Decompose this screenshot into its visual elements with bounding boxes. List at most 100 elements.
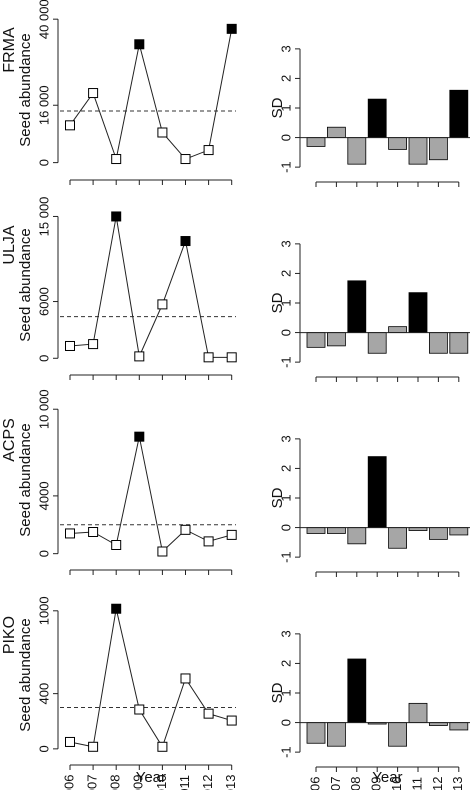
y-axis-label: SD xyxy=(269,682,286,703)
point xyxy=(111,603,122,614)
y-tick-label: 1 xyxy=(278,299,293,306)
y-tick-label: 0 xyxy=(278,329,293,336)
point xyxy=(134,39,145,50)
y-tick-label: 3 xyxy=(278,435,293,442)
y-axis-label: SD xyxy=(269,487,286,508)
x-tick-label: 2006 xyxy=(307,777,322,790)
bar xyxy=(449,527,469,536)
y-tick-label: 0 xyxy=(36,355,51,362)
point xyxy=(203,536,214,547)
x-tick-label: 2013 xyxy=(223,775,238,790)
y-tick-label: 3 xyxy=(278,630,293,637)
point xyxy=(157,299,168,310)
x-tick-label: 2013 xyxy=(450,777,465,790)
x-tick-label: 2006 xyxy=(61,775,76,790)
point xyxy=(180,154,191,165)
bar xyxy=(388,722,408,747)
y-tick-label: -1 xyxy=(278,746,293,758)
bar xyxy=(326,722,346,747)
point xyxy=(88,88,99,99)
bar xyxy=(388,527,408,549)
x-axis-label: Year xyxy=(136,769,166,786)
y-tick-label: 2 xyxy=(278,270,293,277)
series-line xyxy=(69,608,232,748)
point xyxy=(88,741,99,752)
point xyxy=(226,529,237,540)
bar xyxy=(347,137,367,165)
bar xyxy=(367,332,387,354)
panel-label: FRMA xyxy=(1,27,18,73)
x-tick-label: 2008 xyxy=(348,777,363,790)
y-axis-label: Seed abundance xyxy=(17,423,34,536)
point xyxy=(65,340,75,351)
bar xyxy=(347,658,367,723)
y-tick-label: 2 xyxy=(278,465,293,472)
point xyxy=(203,145,214,156)
point xyxy=(226,715,237,726)
y-tick-label: 400 xyxy=(36,683,51,705)
bar xyxy=(306,722,326,744)
y-tick-label: 0 xyxy=(278,719,293,726)
series-line xyxy=(69,216,232,359)
point xyxy=(157,741,168,752)
bar xyxy=(306,527,326,534)
x-tick-label: 2011 xyxy=(409,777,424,790)
bar xyxy=(367,98,387,138)
y-tick-label: -1 xyxy=(278,356,293,368)
bar xyxy=(449,89,469,138)
x-tick-label: 2009 xyxy=(369,777,384,790)
x-tick-label: 2010 xyxy=(389,777,404,790)
bar xyxy=(326,527,346,534)
point xyxy=(157,546,168,557)
x-tick-label: 2007 xyxy=(328,777,343,790)
y-tick-label: 16 000 xyxy=(36,85,51,125)
bar xyxy=(326,332,346,347)
bar xyxy=(408,137,428,165)
point xyxy=(157,127,168,138)
point xyxy=(226,352,237,363)
bar xyxy=(428,527,448,540)
y-tick-label: 3 xyxy=(278,45,293,52)
y-tick-label: 3 xyxy=(278,240,293,247)
point xyxy=(134,704,145,715)
bar xyxy=(449,722,469,731)
x-axis-label: Year xyxy=(372,769,402,786)
x-tick-label: 2012 xyxy=(430,777,445,790)
bar xyxy=(306,332,326,348)
bar xyxy=(306,137,326,147)
point xyxy=(88,527,99,537)
bar xyxy=(408,702,428,723)
bar xyxy=(367,456,387,528)
bar xyxy=(449,332,469,354)
bar xyxy=(347,527,367,545)
y-tick-label: 0 xyxy=(36,159,51,166)
point xyxy=(88,339,99,350)
y-axis-label: Seed abundance xyxy=(17,618,34,731)
point xyxy=(180,236,191,247)
point xyxy=(111,211,122,222)
point xyxy=(180,524,191,535)
y-tick-label: 0 xyxy=(278,524,293,531)
y-tick-label: 2 xyxy=(278,660,293,667)
y-tick-label: 10 000 xyxy=(36,389,51,429)
point xyxy=(111,540,122,550)
bar xyxy=(326,126,346,138)
y-axis-label: Seed abundance xyxy=(17,33,34,146)
panel-label: ACPS xyxy=(1,418,18,462)
y-tick-label: -1 xyxy=(278,161,293,173)
y-tick-label: 0 xyxy=(278,134,293,141)
y-tick-label: -1 xyxy=(278,551,293,563)
y-tick-label: 4000 xyxy=(36,481,51,510)
y-axis-label: Seed abundance xyxy=(17,228,34,341)
point xyxy=(203,352,214,363)
y-tick-label: 1 xyxy=(278,689,293,696)
point xyxy=(134,431,145,442)
x-tick-label: 2008 xyxy=(108,775,123,790)
y-tick-label: 1 xyxy=(278,494,293,501)
y-tick-label: 2 xyxy=(278,75,293,82)
bar xyxy=(388,326,408,333)
bar xyxy=(347,280,367,333)
panel-label: ULJA xyxy=(1,225,18,264)
bar xyxy=(428,332,448,354)
y-tick-label: 40 000 xyxy=(36,0,51,39)
